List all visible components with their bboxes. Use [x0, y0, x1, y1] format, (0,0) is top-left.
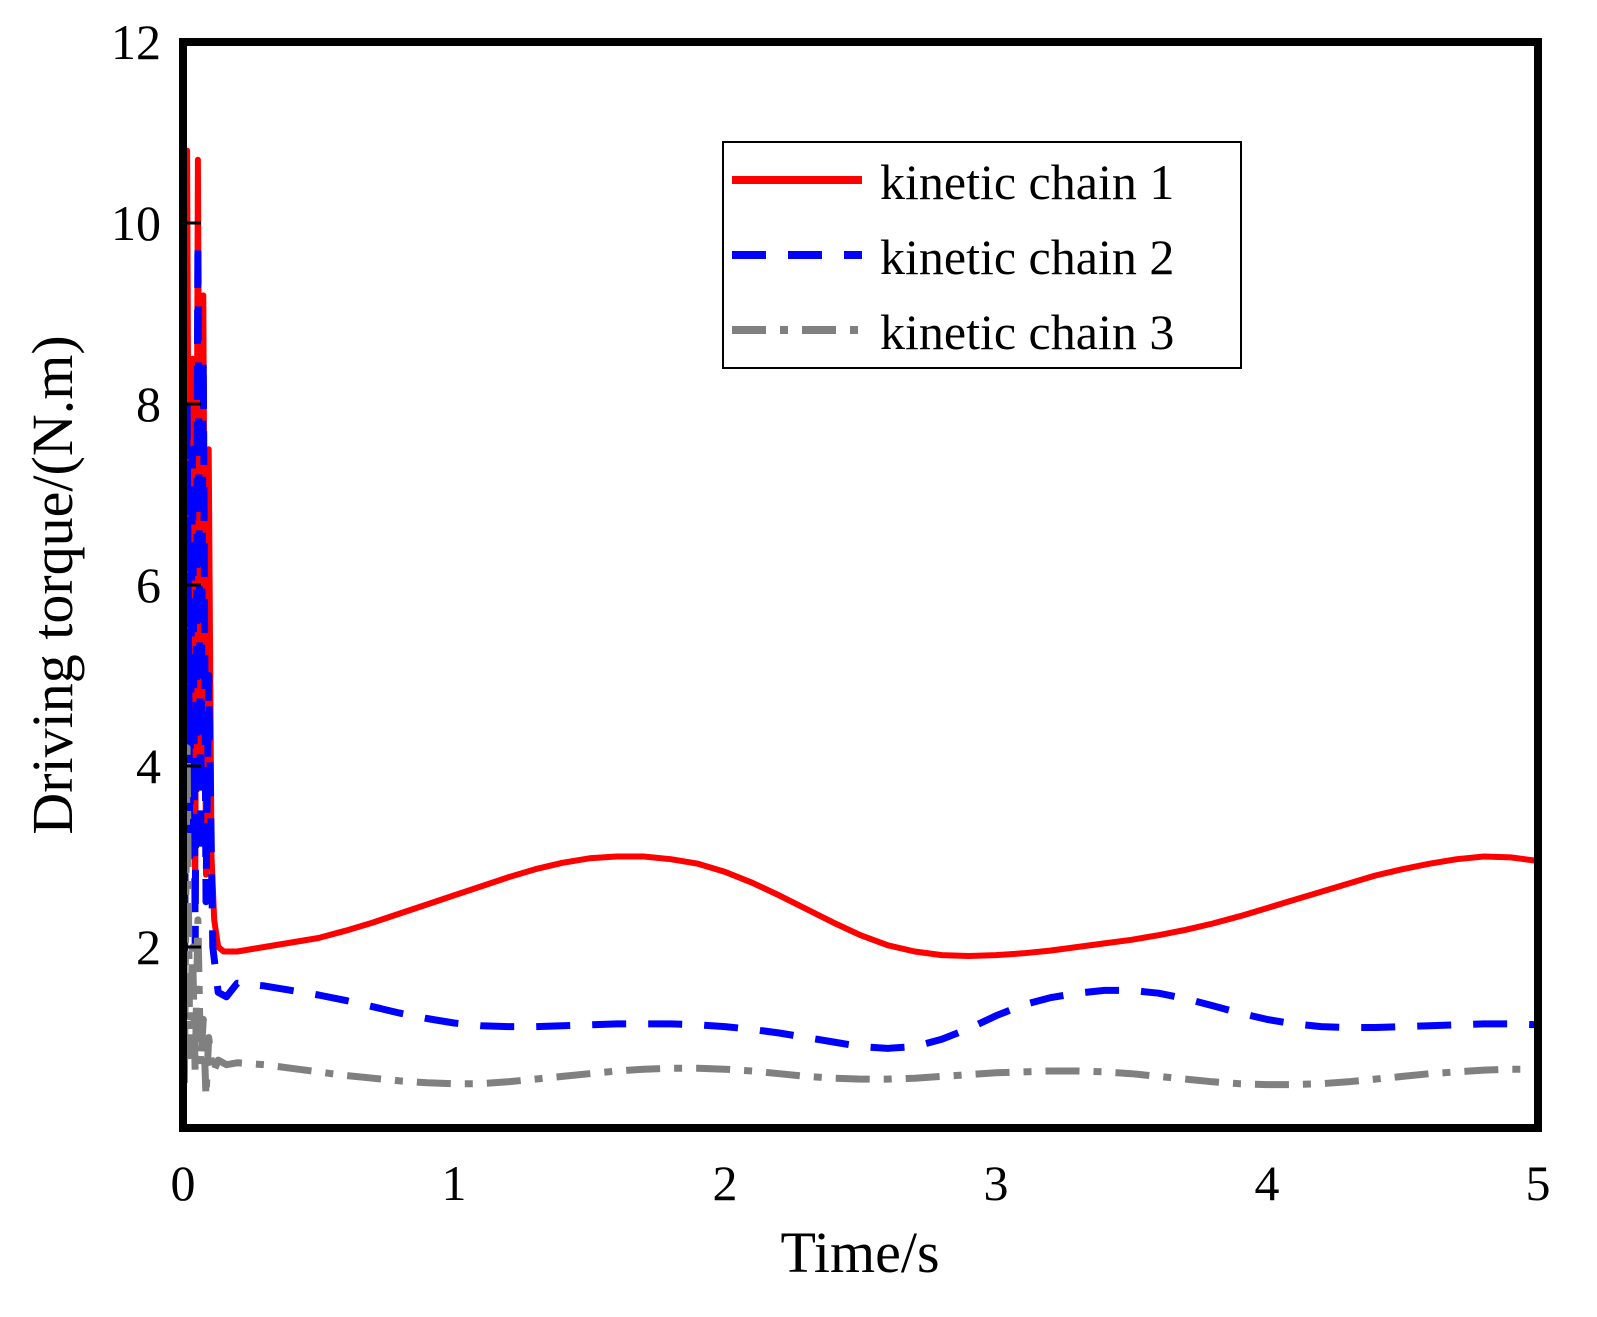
x-tick-label: 1	[442, 1155, 467, 1211]
y-tick-label: 2	[136, 919, 161, 975]
legend-label-chain-1: kinetic chain 1	[880, 154, 1174, 210]
y-tick-label: 6	[136, 557, 161, 613]
x-tick-label: 5	[1526, 1155, 1551, 1211]
x-tick-label: 3	[984, 1155, 1009, 1211]
y-axis-title: Driving torque/(N.m)	[20, 335, 85, 834]
y-tick-label: 8	[136, 376, 161, 432]
legend-label-chain-2: kinetic chain 2	[880, 229, 1174, 285]
y-tick-label: 4	[136, 738, 161, 794]
y-tick-label: 10	[111, 195, 161, 251]
series-line-kinetic-chain-3	[180, 744, 1538, 1100]
y-tick-label: 12	[111, 14, 161, 70]
legend-label-chain-3: kinetic chain 3	[880, 304, 1174, 360]
legend: kinetic chain 1 kinetic chain 2 kinetic …	[722, 141, 1242, 369]
series-line-kinetic-chain-2	[180, 237, 1539, 1052]
x-axis-title: Time/s	[780, 1220, 939, 1285]
x-tick-label: 2	[713, 1155, 738, 1211]
x-tick-label: 0	[171, 1155, 196, 1211]
series-layer	[180, 147, 1539, 1100]
x-tick-label: 4	[1255, 1155, 1280, 1211]
